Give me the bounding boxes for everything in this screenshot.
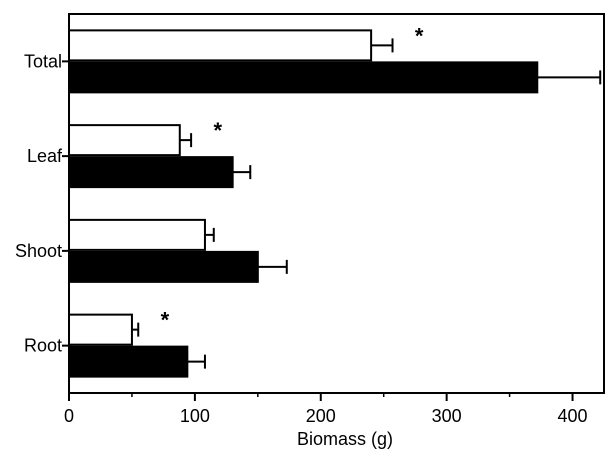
bar [68,218,206,251]
bar [68,156,234,189]
bar [68,345,189,378]
significance-marker: * [415,23,424,48]
x-axis: 0 100 200 300 400 [64,393,588,426]
x-tick-label: 300 [432,406,462,426]
significance-marker: * [213,118,222,143]
bars [68,29,539,378]
bar [68,29,373,62]
x-tick-label: 0 [64,406,74,426]
y-axis: Total Leaf Shoot Root [15,51,69,356]
x-axis-title: Biomass (g) [297,429,393,449]
bar [68,250,259,283]
bar [68,61,539,94]
x-tick-label: 200 [306,406,336,426]
bar [68,313,133,346]
x-tick-label: 100 [180,406,210,426]
significance-annotations: * * * [161,23,424,332]
error-bars [131,38,602,369]
significance-marker: * [161,308,170,333]
y-tick-label: Root [24,336,62,356]
plot-frame [68,13,605,394]
y-tick-label: Shoot [15,241,62,261]
y-tick-label: Leaf [27,146,63,166]
y-tick-label: Total [24,51,62,71]
plot-border [68,13,605,394]
x-tick-label: 400 [558,406,588,426]
bar [68,124,181,157]
